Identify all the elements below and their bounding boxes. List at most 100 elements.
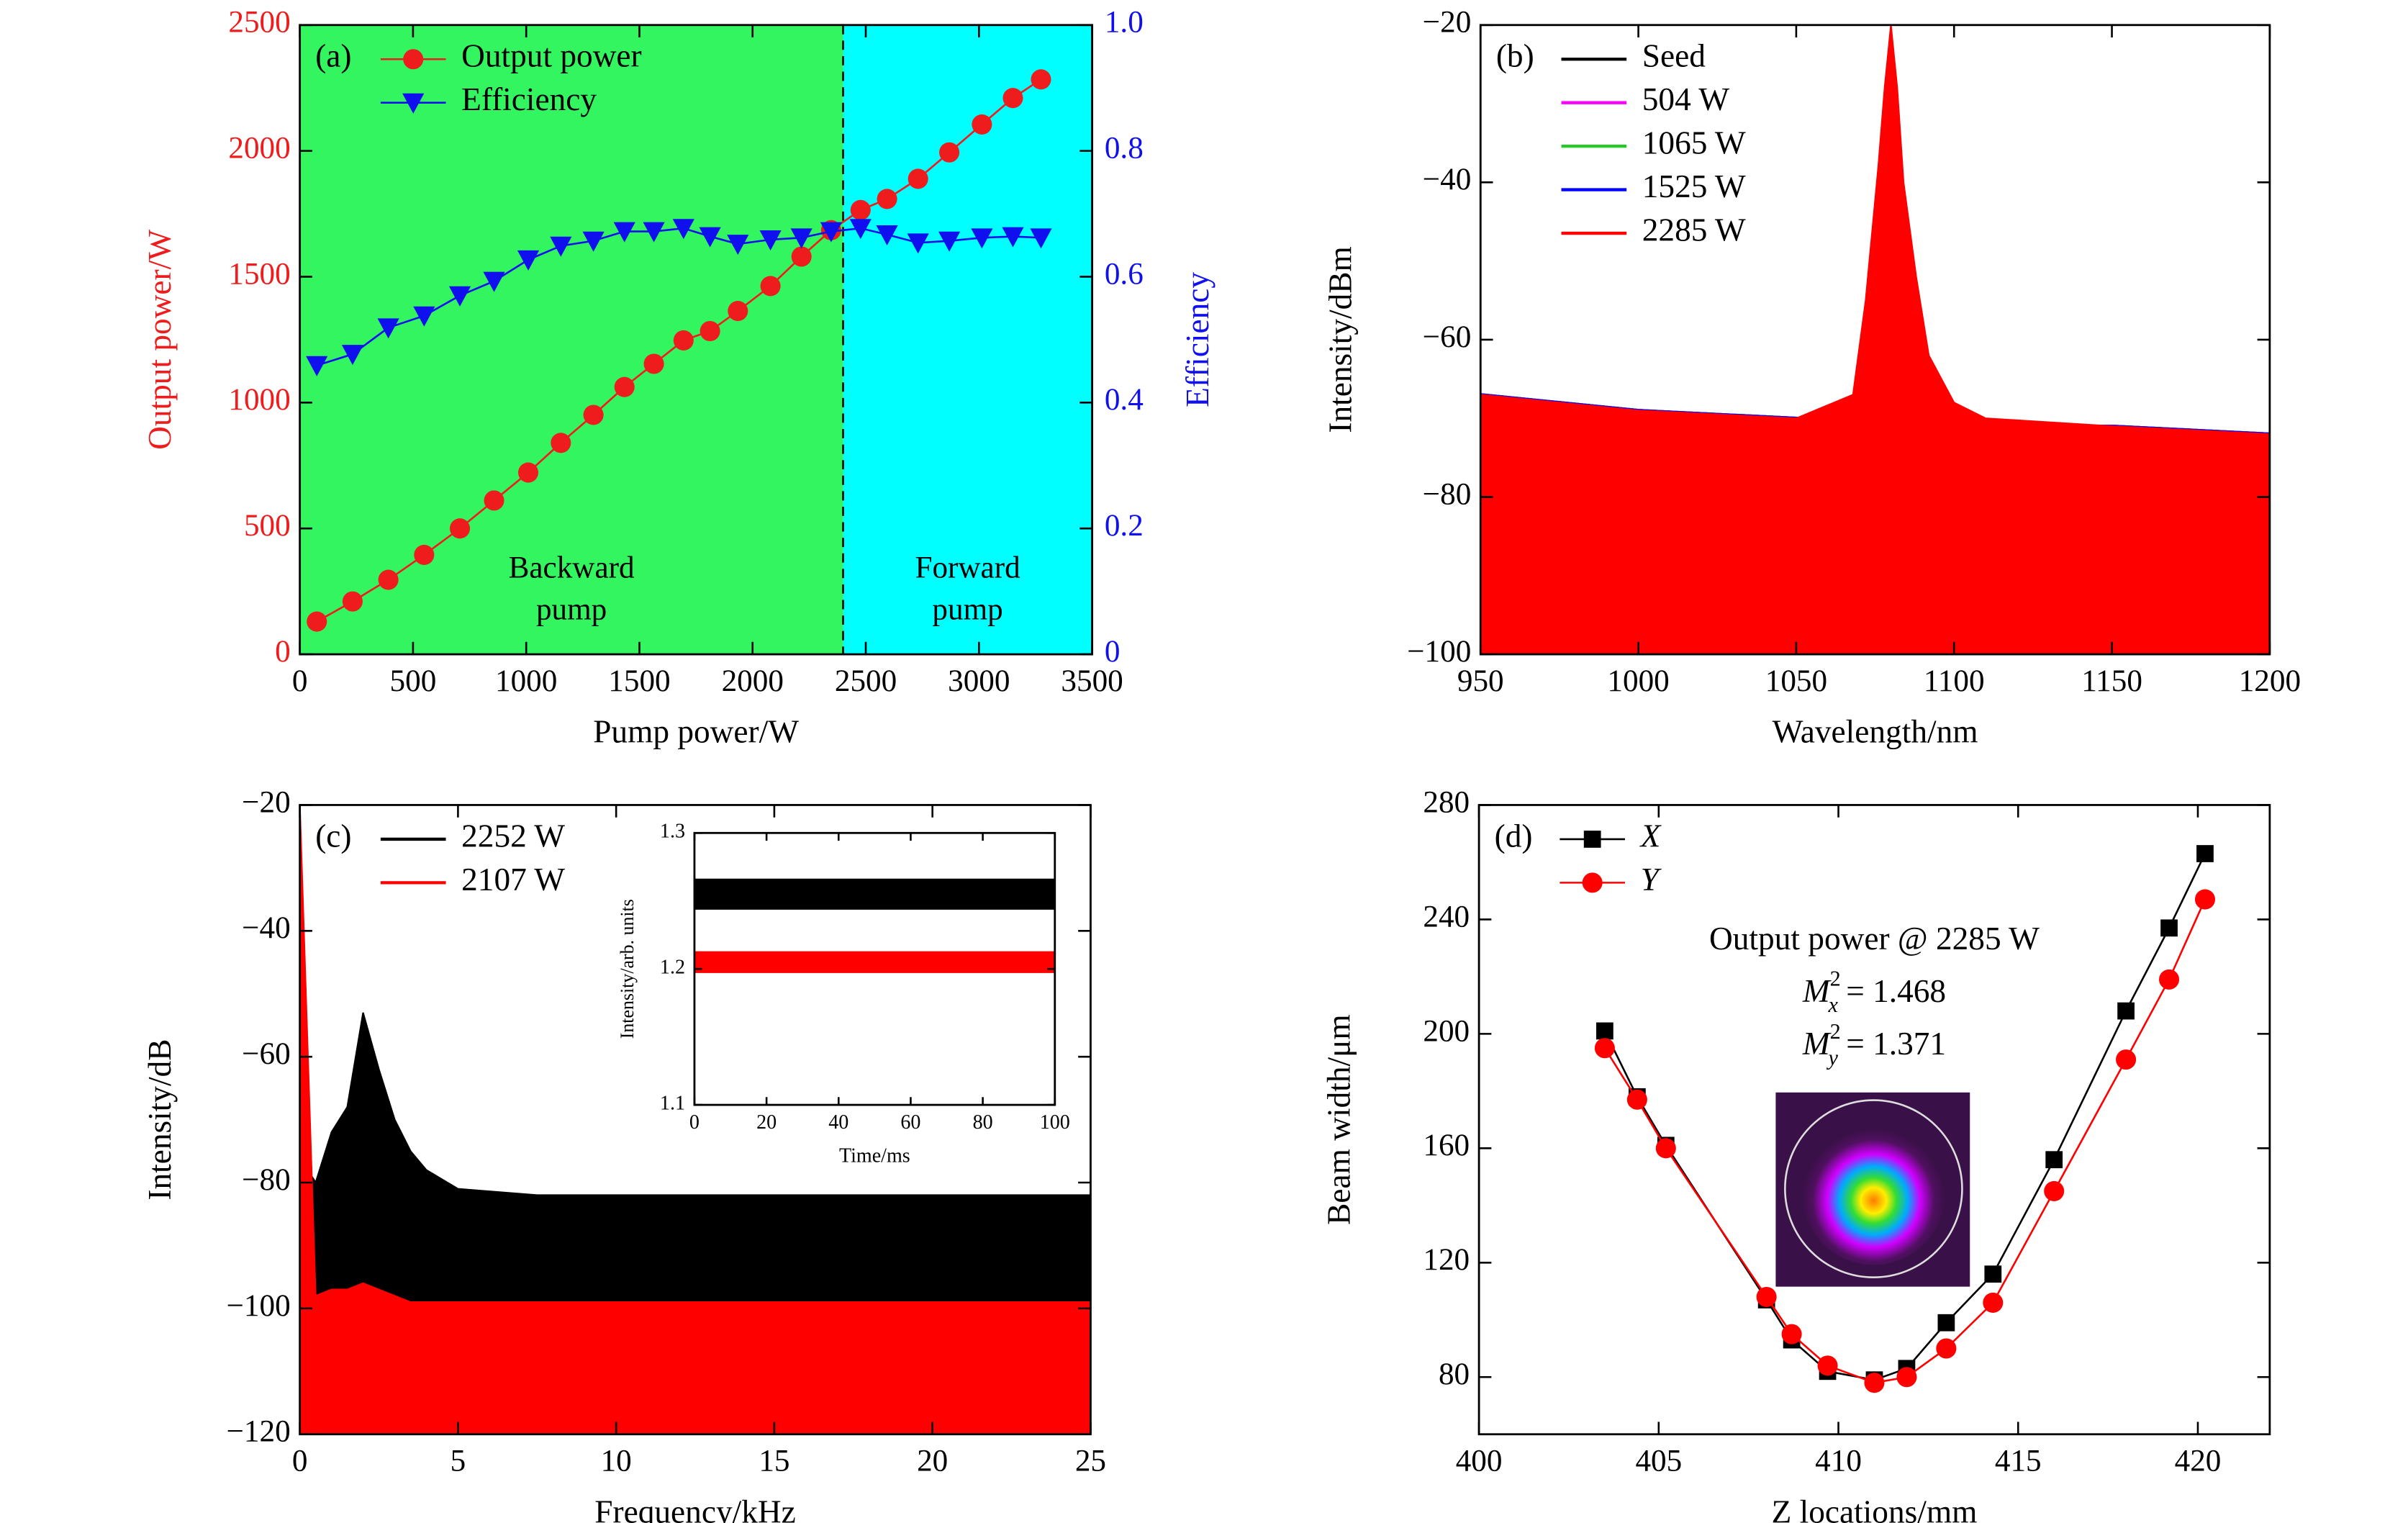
- legend-label: Output power: [461, 38, 642, 74]
- y-tick-label: 1500: [228, 257, 290, 291]
- marker: [727, 235, 749, 256]
- beam-profile: [1775, 1092, 1970, 1287]
- marker: [877, 189, 897, 209]
- marker: [414, 544, 435, 565]
- marker: [307, 611, 327, 632]
- x-tick-label: 20: [756, 1111, 777, 1134]
- y-tick-label: −60: [1423, 320, 1472, 354]
- y-tick-label: 2000: [228, 132, 290, 166]
- legend-label: Y: [1641, 862, 1662, 898]
- x-tick-label: 1000: [495, 664, 557, 698]
- x-axis-label: Frequency/kHz: [594, 1493, 795, 1523]
- marker: [2194, 889, 2216, 910]
- region: [843, 24, 1092, 655]
- marker: [820, 222, 843, 243]
- marker: [876, 225, 898, 246]
- panel-label: (a): [315, 38, 351, 74]
- marker: [699, 227, 721, 248]
- y-tick-label: 200: [1423, 1014, 1470, 1048]
- annotation: M2 x = 1.468: [1802, 966, 1946, 1017]
- annotation-part: = 1.468: [1838, 973, 1946, 1009]
- y-axis-label: Intensity/dBm: [1323, 246, 1359, 433]
- marker: [1002, 227, 1024, 248]
- marker: [614, 376, 635, 397]
- x-axis-label: Pump power/W: [593, 714, 799, 750]
- marker: [1984, 1265, 2002, 1283]
- region-label: pump: [932, 593, 1002, 627]
- marker: [971, 228, 993, 249]
- marker: [403, 49, 424, 70]
- x-tick-label: 0: [292, 1445, 308, 1478]
- marker: [760, 276, 781, 297]
- x-tick-label: 5: [451, 1445, 466, 1478]
- y-tick-label: 80: [1439, 1357, 1470, 1391]
- legend-label: Efficiency: [461, 81, 597, 117]
- y-tick-label: 0.2: [1105, 509, 1144, 543]
- marker: [583, 405, 604, 425]
- x-tick-label: 100: [1040, 1111, 1070, 1134]
- y-tick-label: 0: [1105, 635, 1121, 669]
- x-tick-label: 0: [292, 664, 308, 698]
- marker: [551, 433, 571, 453]
- y-tick-label: −100: [227, 1289, 291, 1323]
- region-label: pump: [536, 593, 607, 627]
- y-axis-label: Output power/W: [142, 230, 178, 450]
- x-tick-label: 60: [900, 1111, 920, 1134]
- x-tick-label: 15: [759, 1445, 789, 1478]
- y-tick-label: 2500: [228, 6, 290, 40]
- legend-label: Seed: [1642, 38, 1706, 74]
- y-axis-label: Intensity/dB: [142, 1039, 178, 1201]
- marker: [378, 569, 399, 590]
- legend-label: X: [1639, 818, 1662, 854]
- annotation: Output power @ 2285 W: [1709, 921, 2040, 957]
- y-tick-label: 0.8: [1105, 132, 1144, 166]
- marker: [402, 93, 425, 114]
- marker: [938, 231, 961, 252]
- y-tick-label: 120: [1423, 1243, 1470, 1277]
- marker: [700, 320, 720, 342]
- marker: [939, 142, 960, 163]
- marker: [306, 356, 328, 376]
- x-tick-label: 1100: [1924, 664, 1985, 698]
- marker: [341, 345, 364, 366]
- marker: [643, 222, 665, 243]
- y-tick-label: −40: [1423, 163, 1472, 196]
- marker: [2160, 919, 2178, 937]
- marker: [1031, 69, 1051, 90]
- x-tick-label: 3000: [948, 664, 1010, 698]
- y-axis-label: Beam width/μm: [1321, 1014, 1357, 1224]
- x-tick-label: 2000: [722, 664, 784, 698]
- marker: [2116, 1049, 2137, 1070]
- x-tick-label: 1000: [1607, 664, 1669, 698]
- x-axis-label: Wavelength/nm: [1773, 714, 1978, 750]
- marker: [907, 233, 929, 254]
- legend-label: 2107 W: [461, 862, 565, 898]
- y-tick-label: 240: [1423, 900, 1470, 934]
- marker: [613, 222, 635, 243]
- annotation-part: 2: [1830, 1019, 1841, 1044]
- marker: [728, 301, 748, 322]
- marker: [342, 591, 363, 612]
- marker: [1781, 1324, 1802, 1345]
- x-tick-label: 1050: [1765, 664, 1827, 698]
- marker: [2117, 1002, 2135, 1020]
- series-line: [1603, 853, 2206, 1381]
- annotation-part: M: [1802, 973, 1832, 1009]
- annotation-part: y: [1826, 1045, 1838, 1070]
- marker: [582, 231, 605, 252]
- plot-frame: [299, 804, 1092, 1436]
- legend-label: 2252 W: [461, 818, 565, 854]
- panel-label: (c): [315, 818, 351, 854]
- x-axis-label: Time/ms: [839, 1144, 910, 1167]
- marker: [550, 236, 572, 257]
- x-tick-label: 0: [689, 1111, 700, 1134]
- y-tick-label: 1.0: [1105, 6, 1144, 40]
- y-tick-label: 280: [1423, 785, 1470, 819]
- x-tick-label: 1200: [2239, 664, 2301, 698]
- y-tick-label: 1.3: [660, 821, 685, 843]
- marker: [1936, 1338, 1957, 1359]
- panel-label: (b): [1496, 38, 1534, 74]
- y-tick-label: −100: [1407, 635, 1471, 669]
- region-label: Backward: [509, 551, 635, 584]
